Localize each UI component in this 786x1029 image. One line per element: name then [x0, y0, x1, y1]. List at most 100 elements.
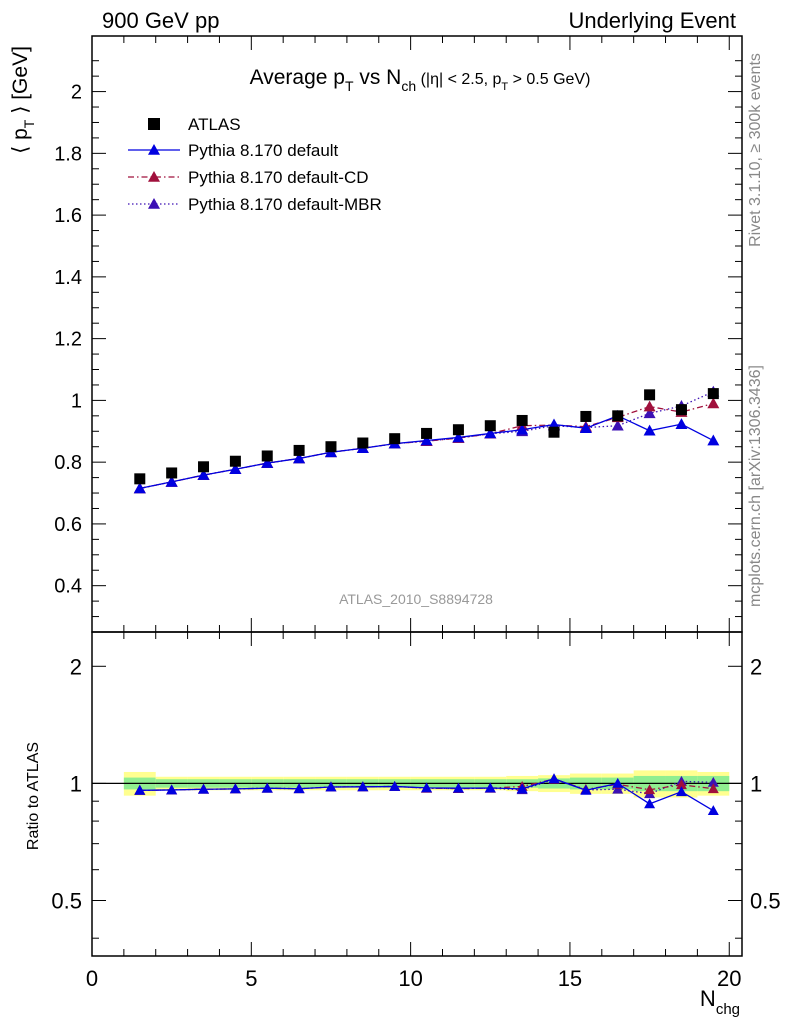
- main-ytick-label: 0.6: [54, 514, 82, 536]
- main-series-marker: [707, 397, 720, 409]
- legend-marker: [148, 198, 160, 209]
- ratio-series-marker: [612, 777, 624, 788]
- main-curves: [133, 385, 720, 494]
- main-panel: 0.4 0.6 0.8 1 1.2 1.4 1.6 1.8 2 Average pT vs Nc…: [9, 35, 743, 633]
- legend-label: Pythia 8.170 default-CD: [188, 168, 369, 187]
- ratio-ytick-label-right: 2: [750, 654, 762, 679]
- main-ytick-label: 1.4: [54, 267, 82, 289]
- main-series-marker: [133, 482, 146, 494]
- ratio-series-marker: [675, 786, 687, 797]
- ratio-panel: 0.5 0.51 12 20 5 10 15 20 Ratio to ATLAS Nchg: [25, 631, 781, 1018]
- main-ytick-label: 1.6: [54, 205, 82, 227]
- main-ytick-label: 1: [71, 390, 82, 412]
- ratio-frame: [91, 631, 743, 957]
- main-series-line: [139, 415, 714, 490]
- ratio-series-marker: [612, 783, 624, 794]
- ratio-series-marker: [580, 784, 592, 795]
- ratio-series-marker: [166, 784, 178, 795]
- main-title: Average pT vs Nch (|η| < 2.5, pT > 0.5 G…: [250, 66, 591, 94]
- ratio-series-marker: [198, 783, 210, 794]
- ratio-series-marker: [644, 784, 656, 795]
- atlas-point: [229, 455, 241, 467]
- main-series-marker: [548, 418, 561, 430]
- ratio-series-marker: [134, 784, 146, 795]
- atlas-point: [707, 388, 719, 400]
- ratio-xtick-label: 15: [558, 966, 582, 991]
- main-ytick-label: 0.4: [54, 576, 82, 598]
- ratio-series-marker: [421, 782, 433, 793]
- atlas-point: [134, 473, 146, 485]
- ratio-ytick-label-left: 0.5: [51, 888, 82, 913]
- ratio-ylabel: Ratio to ATLAS: [25, 742, 42, 850]
- ratio-ytick-label-right: 1: [750, 771, 762, 796]
- legend-marker: [148, 118, 160, 130]
- ratio-curves: [134, 773, 719, 816]
- atlas-point: [357, 437, 369, 449]
- ratio-series-marker: [707, 776, 719, 787]
- ratio-ytick-label-left: 1: [70, 771, 82, 796]
- ratio-series-marker: [675, 779, 687, 790]
- ratio-series-marker: [707, 783, 719, 794]
- atlas-point: [580, 410, 592, 422]
- ratio-series-marker: [452, 782, 464, 793]
- ratio-xtick-label: 0: [86, 966, 98, 991]
- main-series-marker: [675, 418, 688, 429]
- main-series-marker: [261, 457, 274, 468]
- main-series-marker: [611, 419, 624, 431]
- ratio-series-marker: [644, 798, 656, 809]
- main-series-marker: [197, 469, 210, 480]
- atlas-point: [293, 444, 305, 456]
- atlas-point: [261, 450, 273, 462]
- ratio-series-marker: [293, 783, 305, 794]
- rivet-label: Rivet 3.1.10, ≥ 300k events: [747, 53, 764, 247]
- main-ytick-label: 1.2: [54, 329, 82, 351]
- analysis-label: ATLAS_2010_S8894728: [339, 591, 493, 607]
- legend: ATLAS Pythia 8.170 default Pythia 8.170 de…: [128, 115, 382, 214]
- ratio-series-marker: [357, 781, 369, 792]
- atlas-point: [644, 389, 656, 401]
- legend-marker: [148, 171, 160, 182]
- ratio-series-marker: [707, 805, 719, 816]
- main-series-marker: [707, 434, 720, 446]
- main-series-marker: [229, 463, 242, 475]
- atlas-point: [421, 427, 433, 439]
- main-series-marker: [643, 424, 656, 436]
- main-ytick-label: 2: [71, 82, 82, 104]
- atlas-point: [166, 467, 178, 479]
- main-series-marker: [293, 452, 306, 464]
- atlas-point: [548, 426, 560, 438]
- ratio-series-marker: [548, 773, 560, 784]
- main-series-marker: [579, 422, 592, 433]
- main-series-marker: [420, 434, 433, 446]
- atlas-point: [516, 414, 528, 426]
- ratio-series-marker: [229, 783, 241, 794]
- legend-marker: [148, 144, 160, 155]
- ratio-series-marker: [325, 781, 337, 792]
- ratio-xtick-label: 10: [398, 966, 422, 991]
- atlas-point: [452, 424, 464, 436]
- main-series-marker: [452, 431, 465, 443]
- main-ytick-label: 0.8: [54, 452, 82, 474]
- main-ticks: 0.4 0.6 0.8 1 1.2 1.4 1.6 1.8 2: [54, 36, 742, 632]
- ratio-series-marker: [516, 783, 528, 794]
- ratio-ticks: 0.5 0.51 12 20 5 10 15 20: [51, 632, 781, 991]
- main-series-marker: [165, 475, 178, 487]
- legend-label: ATLAS: [188, 115, 241, 134]
- main-series-marker: [643, 400, 656, 412]
- ratio-series-marker: [389, 780, 401, 791]
- ratio-ytick-label-right: 0.5: [750, 888, 781, 913]
- atlas-point: [675, 404, 687, 416]
- ratio-series-marker: [484, 782, 496, 793]
- atlas-point: [389, 433, 401, 445]
- ratio-series-marker: [261, 782, 273, 793]
- main-ytick-label: 1.8: [54, 143, 82, 165]
- atlas-point: [198, 461, 210, 473]
- mcplots-label: mcplots.cern.ch [arXiv:1306.3436]: [747, 365, 764, 607]
- ratio-xtick-label: 5: [245, 966, 257, 991]
- atlas-point: [325, 441, 337, 453]
- main-series-marker: [516, 423, 529, 435]
- legend-label: Pythia 8.170 default-MBR: [188, 195, 382, 214]
- header-right: Underlying Event: [568, 8, 736, 33]
